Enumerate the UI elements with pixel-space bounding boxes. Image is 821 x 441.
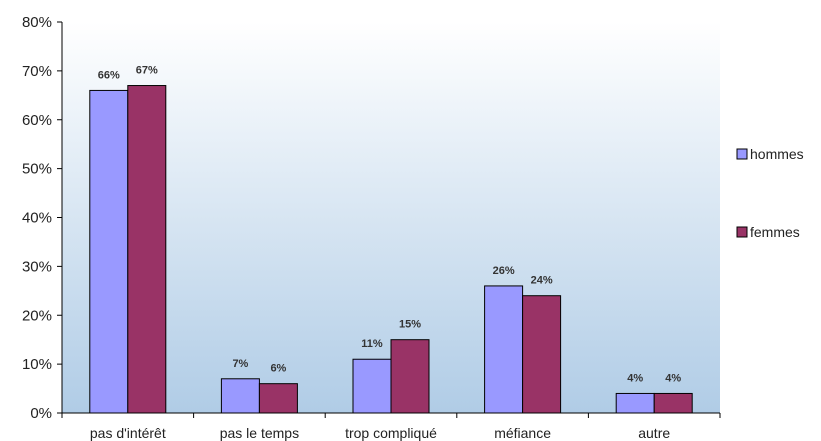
data-label: 4% [665, 372, 681, 384]
y-tick-label: 50% [22, 161, 52, 178]
x-tick-label: pas le temps [220, 425, 299, 441]
y-tick-label: 20% [22, 307, 52, 324]
bar-hommes [615, 392, 655, 414]
legend-swatch-femmes [736, 226, 748, 238]
y-tick-label: 40% [22, 210, 52, 227]
data-label: 67% [136, 65, 158, 77]
bar-hommes [89, 89, 129, 414]
bar-hommes [484, 285, 524, 414]
data-label: 15% [399, 319, 421, 331]
x-tick-label: pas d'intérêt [90, 425, 166, 441]
data-labels: 66% 7% 11% 26% 4% 67% 6% 15% 24% 4% [98, 65, 682, 385]
bar-femmes [258, 383, 298, 414]
legend-label-femmes: femmes [750, 224, 800, 240]
y-tick-label: 80% [22, 14, 52, 31]
data-label: 7% [232, 358, 248, 370]
data-label: 11% [361, 338, 383, 350]
legend-swatch-hommes [736, 148, 748, 160]
x-tick-label: trop compliqué [345, 425, 437, 441]
x-tick-label: méfiance [494, 425, 551, 441]
data-label: 26% [493, 265, 515, 277]
bar-femmes [127, 85, 167, 414]
bars [89, 85, 693, 414]
x-tick-label: autre [638, 425, 670, 441]
y-tick-label: 0% [30, 405, 52, 422]
data-label: 66% [98, 69, 120, 81]
bar-femmes [390, 339, 430, 414]
bar-hommes [220, 378, 260, 414]
data-label: 24% [531, 275, 553, 287]
data-label: 6% [270, 363, 286, 375]
y-tick-label: 30% [22, 258, 52, 275]
y-tick-label: 70% [22, 63, 52, 80]
bar-femmes [522, 295, 562, 414]
bar-hommes [352, 358, 392, 414]
y-tick-label: 10% [22, 356, 52, 373]
y-tick-label: 60% [22, 112, 52, 129]
legend-label-hommes: hommes [750, 146, 804, 162]
data-label: 4% [627, 372, 643, 384]
bar-femmes [653, 392, 693, 414]
legend: hommes femmes [736, 146, 804, 240]
